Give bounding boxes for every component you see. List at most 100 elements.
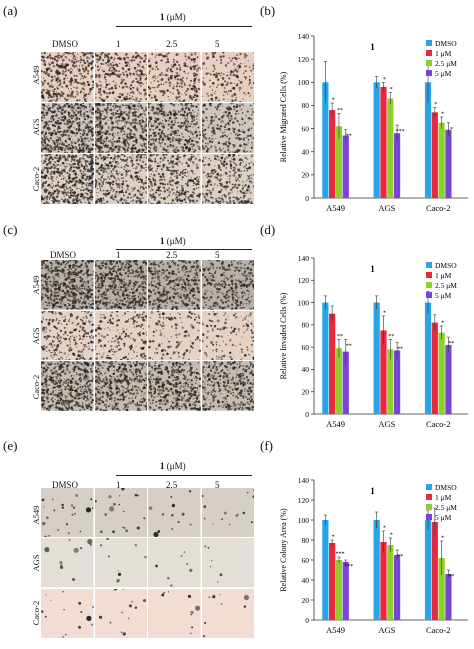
micrograph-tile bbox=[95, 103, 148, 153]
x-tick-label: Caco-2 bbox=[426, 419, 451, 429]
significance-mark: * bbox=[332, 98, 335, 104]
x-tick-label: AGS bbox=[378, 419, 395, 429]
significance-mark: * bbox=[383, 77, 386, 83]
legend-swatch bbox=[426, 60, 432, 66]
compound-header-a: 1 (μM) bbox=[160, 12, 186, 22]
y-tick-label: 0 bbox=[305, 194, 309, 203]
x-tick-label: A549 bbox=[326, 625, 345, 635]
legend-label: 5 μM bbox=[435, 69, 452, 78]
legend-swatch bbox=[426, 494, 432, 500]
bar bbox=[394, 350, 400, 414]
y-tick-label: 60 bbox=[302, 556, 310, 565]
bar bbox=[336, 560, 342, 620]
legend-label: 2.5 μM bbox=[435, 59, 457, 68]
micrograph-tile bbox=[202, 52, 255, 102]
micrograph-tile bbox=[202, 260, 255, 310]
chart-title: 1 bbox=[370, 486, 375, 496]
significance-mark: * bbox=[332, 535, 335, 541]
panel-label-f: (f) bbox=[260, 438, 273, 454]
condition-label: 2.5 bbox=[166, 39, 177, 49]
chart-title: 1 bbox=[370, 42, 375, 52]
legend-swatch bbox=[426, 282, 432, 288]
micrograph-tile bbox=[41, 589, 94, 638]
legend-swatch bbox=[426, 70, 432, 76]
micrograph-tile bbox=[41, 154, 94, 204]
significance-mark: * bbox=[441, 320, 444, 326]
bar bbox=[387, 545, 393, 620]
y-tick-label: 80 bbox=[302, 536, 310, 545]
legend-swatch bbox=[426, 292, 432, 298]
micrograph-tile bbox=[95, 52, 148, 102]
row-label: AGS bbox=[31, 316, 41, 356]
x-tick-label: Caco-2 bbox=[426, 203, 451, 213]
y-tick-label: 60 bbox=[302, 124, 310, 133]
significance-mark: *** bbox=[344, 564, 353, 570]
legend-label: 2.5 μM bbox=[435, 503, 457, 512]
significance-mark: ** bbox=[388, 334, 394, 340]
micrograph-tile bbox=[202, 589, 255, 638]
significance-mark: * bbox=[383, 310, 386, 316]
bar bbox=[380, 542, 386, 620]
y-axis-label: Relative Colony Area (%) bbox=[279, 508, 288, 592]
legend-label: 1 μM bbox=[435, 271, 452, 280]
chart-title: 1 bbox=[370, 264, 375, 274]
significance-mark: *** bbox=[335, 552, 344, 558]
unit-label: (μM) bbox=[167, 12, 186, 22]
micrograph-tile bbox=[41, 103, 94, 153]
bar bbox=[394, 133, 400, 198]
micrograph-tile bbox=[148, 589, 201, 638]
micrograph-tile bbox=[41, 488, 94, 537]
compound-label: 1 bbox=[160, 236, 165, 246]
significance-mark: * bbox=[390, 533, 393, 539]
y-tick-label: 20 bbox=[302, 388, 310, 397]
significance-mark: * bbox=[390, 87, 393, 93]
condition-label: 1 bbox=[116, 250, 121, 260]
panel-label-c: (c) bbox=[3, 222, 17, 238]
condition-label: 1 bbox=[116, 39, 121, 49]
micrograph-tile bbox=[148, 260, 201, 310]
row-label: Caco-2 bbox=[31, 593, 41, 633]
row-label: A549 bbox=[31, 55, 41, 95]
bar bbox=[425, 520, 431, 620]
bar bbox=[374, 520, 380, 620]
legend-swatch bbox=[426, 40, 432, 46]
bar bbox=[374, 82, 380, 198]
micrograph-tile bbox=[41, 538, 94, 587]
legend-label: 5 μM bbox=[435, 513, 452, 522]
legend-swatch bbox=[426, 272, 432, 278]
x-tick-label: AGS bbox=[378, 625, 395, 635]
condition-label: 5 bbox=[215, 250, 220, 260]
micrograph-tile bbox=[148, 154, 201, 204]
row-label: AGS bbox=[31, 107, 41, 147]
micrograph-tile bbox=[202, 154, 255, 204]
significance-mark: ** bbox=[337, 334, 343, 340]
bar bbox=[445, 345, 451, 414]
condition-label: 5 bbox=[215, 39, 220, 49]
x-tick-label: AGS bbox=[378, 203, 395, 213]
micrograph-tile bbox=[41, 52, 94, 102]
micrograph-tile bbox=[95, 538, 148, 587]
bar bbox=[445, 574, 451, 620]
bar bbox=[394, 555, 400, 620]
y-tick-label: 100 bbox=[298, 298, 310, 307]
compound-header-e: 1 (μM) bbox=[160, 461, 186, 471]
micrograph-tile bbox=[41, 260, 94, 310]
significance-mark: *** bbox=[396, 129, 405, 135]
y-tick-label: 0 bbox=[305, 616, 309, 625]
micrograph-tile bbox=[95, 361, 148, 411]
micrograph-tile bbox=[202, 103, 255, 153]
bar bbox=[322, 520, 328, 620]
y-tick-label: 80 bbox=[302, 101, 310, 110]
compound-bar-c bbox=[116, 249, 252, 250]
significance-mark: ** bbox=[346, 343, 352, 349]
bar bbox=[425, 303, 431, 414]
row-label: Caco-2 bbox=[31, 367, 41, 407]
bar bbox=[439, 333, 445, 414]
invasion-image-grid bbox=[41, 260, 255, 412]
y-tick-label: 140 bbox=[298, 32, 310, 41]
panel-label-b: (b) bbox=[260, 3, 275, 19]
significance-mark: ** bbox=[397, 347, 403, 353]
micrograph-tile bbox=[148, 361, 201, 411]
